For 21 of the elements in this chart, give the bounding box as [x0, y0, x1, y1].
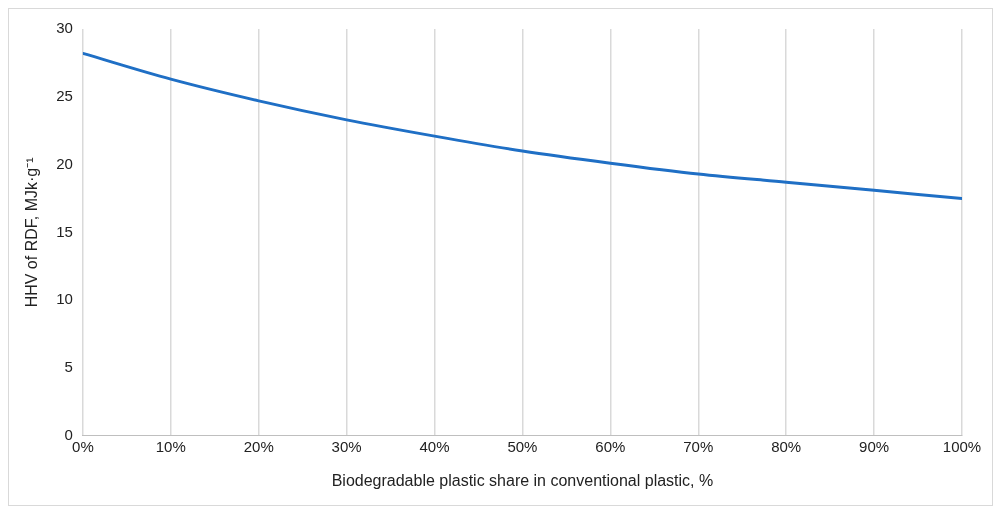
- y-tick-label: 0: [64, 425, 73, 443]
- line-series: [82, 51, 962, 200]
- x-tick-label: 40%: [419, 437, 450, 455]
- y-tick-label: 30: [56, 19, 73, 37]
- x-tick-label: 20%: [243, 437, 274, 455]
- y-tick-label: 15: [56, 222, 73, 240]
- x-tick-label: 50%: [507, 437, 538, 455]
- x-tick-label: 0%: [72, 437, 94, 455]
- x-tick-label: 100%: [942, 437, 982, 455]
- x-tick-label: 60%: [595, 437, 626, 455]
- y-axis-title: HHV of RDF, MJk·g⁻¹: [23, 157, 41, 308]
- x-axis-title: Biodegradable plastic share in conventional plastic, %: [331, 471, 714, 489]
- x-tick-label: 70%: [683, 437, 714, 455]
- y-tick-label: 5: [64, 358, 73, 376]
- y-tick-label: 10: [56, 290, 73, 308]
- x-tick-label: 90%: [859, 437, 890, 455]
- y-tick-label: 25: [56, 86, 73, 104]
- x-tick-label: 30%: [331, 437, 362, 455]
- x-tick-label: 10%: [155, 437, 186, 455]
- x-tick-label: 80%: [771, 437, 802, 455]
- y-tick-label: 20: [56, 154, 73, 172]
